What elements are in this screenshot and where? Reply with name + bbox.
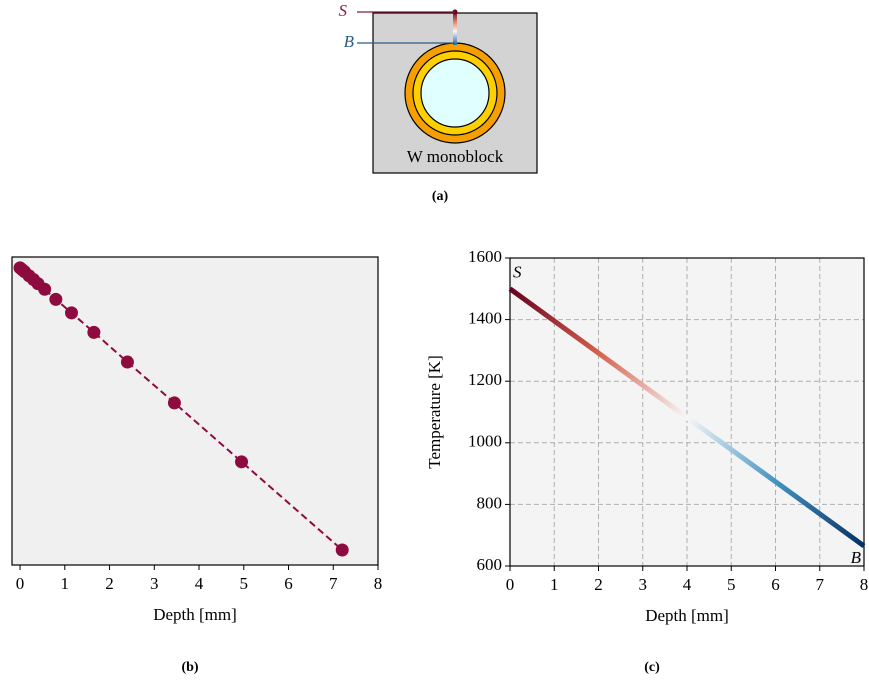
x-tick-label: 5: [240, 574, 249, 593]
x-tick-label: 3: [639, 575, 648, 594]
caption: (a): [432, 189, 449, 204]
data-point: [38, 282, 52, 296]
data-point: [120, 355, 134, 369]
coolant-channel: [420, 58, 490, 128]
x-axis-label: Depth [mm]: [645, 606, 729, 625]
x-tick-label: 8: [860, 575, 869, 594]
x-tick-label: 1: [550, 575, 559, 594]
x-tick-label: 5: [727, 575, 736, 594]
x-tick-label: 1: [61, 574, 70, 593]
block-label: W monoblock: [407, 147, 504, 166]
caption: (c): [644, 660, 660, 675]
x-tick-label: 8: [374, 574, 383, 593]
x-tick-label: 4: [683, 575, 692, 594]
y-tick-label: 1600: [468, 247, 502, 266]
annotation: S: [513, 263, 522, 282]
data-point: [49, 292, 63, 306]
diagram: S B W monoblock (a): [339, 1, 538, 204]
y-tick-label: 1000: [468, 432, 502, 451]
bottom-label: B: [344, 32, 355, 51]
x-tick-label: 0: [16, 574, 25, 593]
data-point: [335, 543, 349, 557]
data-point: [87, 325, 101, 339]
data-point: [65, 306, 79, 320]
plot-frame: [509, 257, 865, 567]
y-tick-label: 600: [477, 555, 503, 574]
x-tick-label: 3: [150, 574, 159, 593]
surface-label: S: [339, 1, 348, 20]
x-tick-label: 7: [329, 574, 338, 593]
annotation: B: [851, 548, 862, 567]
plot-area: [12, 257, 378, 565]
x-tick-label: 2: [594, 575, 603, 594]
caption: (b): [181, 660, 198, 675]
y-tick-label: 1200: [468, 370, 502, 389]
y-tick-label: 800: [477, 493, 503, 512]
data-point: [167, 396, 181, 410]
x-tick-label: 2: [105, 574, 114, 593]
x-tick-label: 6: [771, 575, 780, 594]
y-tick-label: 1400: [468, 309, 502, 328]
x-tick-label: 7: [816, 575, 825, 594]
x-tick-label: 6: [284, 574, 293, 593]
plot-frame: [11, 256, 379, 566]
x-tick-label: 0: [506, 575, 515, 594]
data-point: [235, 455, 249, 469]
temperature-line: [508, 286, 866, 549]
y-axis-label: Temperature [K]: [425, 355, 444, 469]
x-axis-label: Depth [mm]: [153, 605, 237, 624]
x-tick-label: 4: [195, 574, 204, 593]
probe-line: [453, 11, 457, 45]
